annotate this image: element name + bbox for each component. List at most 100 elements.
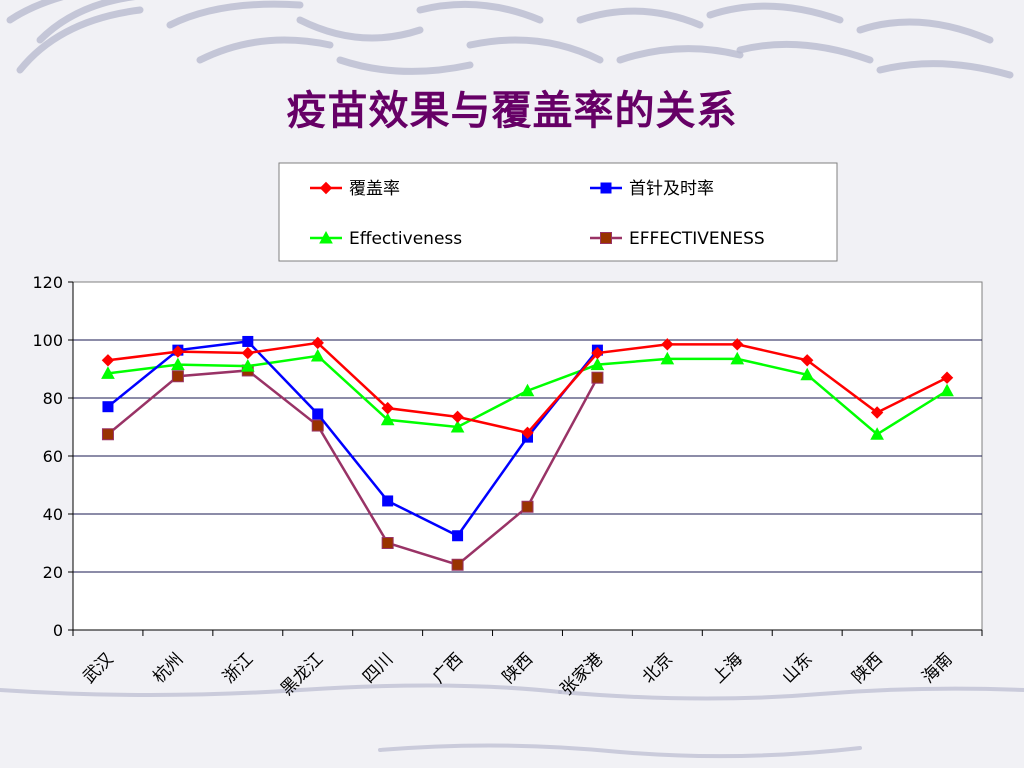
x-tick-label: 海南 — [918, 649, 956, 687]
data-point — [800, 367, 815, 381]
data-point — [310, 348, 325, 362]
background-stroke — [576, 7, 704, 29]
x-tick-label: 张家港 — [557, 649, 607, 699]
background-stroke — [378, 743, 862, 759]
y-tick-label: 60 — [43, 447, 63, 466]
legend-label: 覆盖率 — [349, 179, 400, 199]
data-point — [380, 412, 395, 426]
series-layer — [101, 335, 954, 571]
data-point — [171, 370, 184, 383]
data-point — [240, 359, 255, 372]
y-tick-label: 120 — [32, 273, 63, 292]
data-point — [940, 371, 954, 384]
gridlines — [73, 339, 982, 573]
background-stroke — [196, 36, 334, 64]
legend: 覆盖率 首针及时率 Effectiveness EFFECTIVENESS — [310, 179, 765, 249]
background-stroke — [466, 36, 604, 64]
legend-item: 覆盖率 — [310, 179, 400, 199]
legend-label: Effectiveness — [349, 229, 462, 249]
data-point — [521, 426, 534, 440]
data-point — [870, 406, 884, 419]
x-axis: 武汉 杭州 浙江 黑龙江 四川 广西 陕西 张家港 北京 上海 山东 陕西 海南 — [72, 629, 983, 700]
y-tick-label: 0 — [53, 621, 63, 640]
data-point — [661, 338, 674, 351]
x-tick-label: 四川 — [359, 649, 397, 687]
series-line — [107, 369, 599, 567]
data-point — [381, 401, 394, 415]
data-point — [241, 346, 255, 360]
data-point — [451, 410, 464, 424]
data-point — [312, 408, 324, 420]
data-point — [591, 346, 604, 360]
background-stroke — [0, 683, 562, 697]
x-tick-label: 陕西 — [848, 649, 886, 687]
y-tick-label: 40 — [43, 505, 63, 524]
x-tick-label: 浙江 — [219, 649, 257, 687]
data-point — [311, 336, 324, 350]
x-tick-label: 北京 — [639, 649, 677, 687]
series-line — [107, 340, 599, 538]
background-stroke — [558, 686, 1024, 701]
data-point — [101, 428, 114, 441]
x-tick-label: 武汉 — [79, 649, 117, 687]
legend-marker — [600, 182, 612, 194]
data-point — [452, 530, 464, 542]
series-1 — [101, 336, 954, 440]
data-point — [450, 419, 465, 433]
background-stroke — [166, 0, 304, 29]
data-point — [101, 354, 115, 367]
data-point — [102, 401, 114, 413]
data-point — [242, 335, 254, 347]
legend-marker — [319, 230, 333, 244]
data-point — [591, 371, 604, 384]
background-stroke — [706, 2, 844, 24]
legend-label: 首针及时率 — [629, 179, 714, 199]
background-stroke — [336, 56, 474, 75]
background-stroke — [616, 45, 744, 64]
series-3 — [101, 348, 954, 440]
legend-item: 首针及时率 — [590, 179, 714, 199]
data-point — [660, 351, 675, 365]
background-stroke — [416, 0, 544, 24]
data-point — [451, 558, 464, 571]
background-stroke — [876, 60, 1014, 79]
y-tick-label: 100 — [32, 331, 63, 350]
x-tick-label: 上海 — [709, 649, 747, 687]
data-point — [311, 419, 324, 432]
slide-title: 疫苗效果与覆盖率的关系 — [286, 88, 738, 134]
x-tick-label: 黑龙江 — [277, 649, 327, 699]
background-stroke — [296, 16, 424, 42]
y-tick-label: 80 — [43, 389, 63, 408]
data-point — [381, 537, 394, 549]
background-stroke — [16, 6, 144, 74]
data-point — [171, 357, 185, 371]
data-point — [101, 366, 115, 379]
data-point — [171, 345, 185, 358]
data-point — [382, 495, 394, 507]
background-stroke — [6, 0, 64, 24]
legend-marker — [319, 181, 333, 195]
data-point — [870, 427, 884, 440]
data-point — [521, 500, 534, 513]
data-point — [520, 383, 535, 397]
data-point — [731, 338, 744, 351]
legend-label: EFFECTIVENESS — [629, 229, 765, 249]
x-tick-label: 陕西 — [499, 649, 537, 687]
x-tick-label: 广西 — [429, 649, 467, 687]
data-point — [940, 383, 954, 397]
background-stroke — [736, 40, 874, 64]
legend-item: EFFECTIVENESS — [590, 229, 765, 249]
x-tick-label: 杭州 — [149, 649, 187, 687]
background-stroke — [36, 0, 136, 44]
y-axis: 0 20 40 60 80 100 120 — [32, 273, 74, 640]
legend-marker — [600, 232, 612, 244]
data-point — [730, 351, 745, 365]
data-point — [800, 354, 814, 367]
background-stroke — [856, 18, 994, 44]
legend-box — [278, 162, 838, 262]
x-tick-label: 山东 — [779, 649, 817, 687]
data-point — [590, 357, 605, 371]
y-tick-label: 20 — [43, 563, 63, 582]
legend-item: Effectiveness — [310, 229, 462, 249]
